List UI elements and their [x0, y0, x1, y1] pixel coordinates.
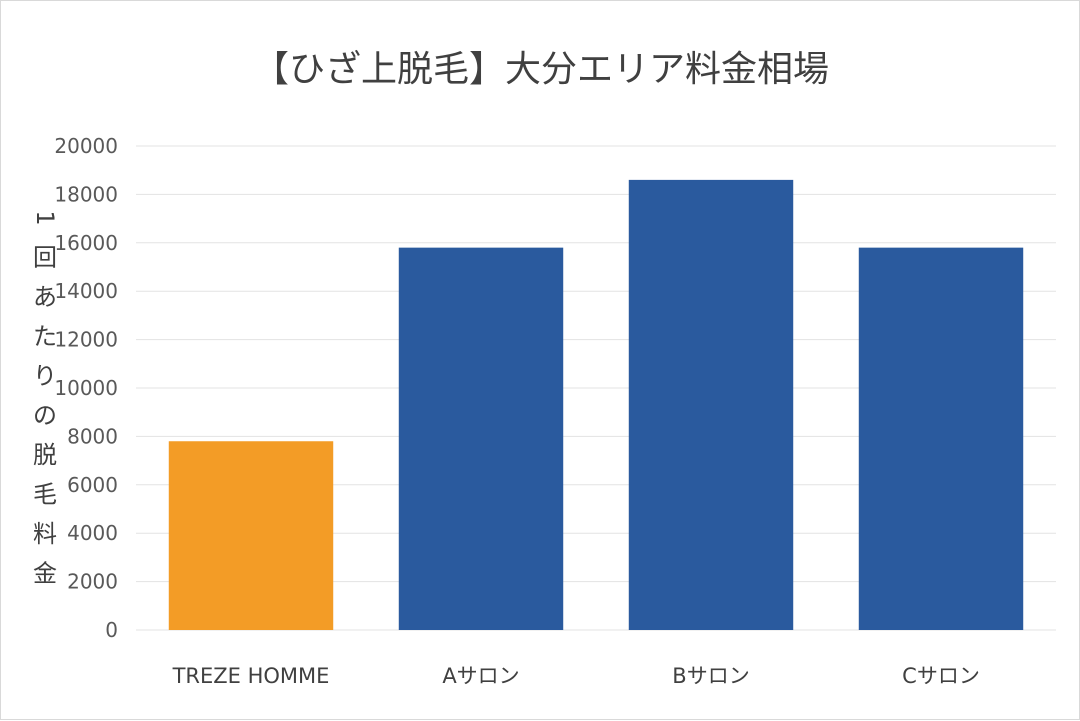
bar [168, 441, 334, 630]
y-tick-label: 2000 [67, 570, 118, 594]
y-axis-label-char: 金 [33, 560, 57, 588]
y-axis-label-char: り [33, 362, 57, 390]
y-axis-label-char: 回 [33, 244, 57, 272]
chart-title: 【ひざ上脱毛】大分エリア料金相場 [253, 49, 829, 90]
bar [398, 247, 564, 630]
y-tick-label: 0 [105, 618, 118, 642]
y-tick-label: 6000 [67, 473, 118, 497]
bars [168, 179, 1024, 630]
y-tick-label: 12000 [54, 328, 118, 352]
y-tick-label: 4000 [67, 521, 118, 545]
category-label: Bサロン [672, 664, 749, 688]
y-axis-label-char: た [33, 323, 57, 351]
category-label: Aサロン [442, 664, 519, 688]
x-axis-categories: TREZE HOMME Aサロン Bサロン Cサロン [172, 664, 980, 688]
bar [628, 179, 794, 630]
y-axis-label-char: 毛 [33, 481, 57, 509]
y-axis-ticks: 0 2000 4000 6000 8000 10000 12000 14000 16000 180… [54, 134, 118, 642]
y-axis-label-char: の [33, 402, 57, 430]
category-label: Cサロン [902, 664, 980, 688]
y-tick-label: 10000 [54, 376, 118, 400]
bar [858, 247, 1024, 630]
y-axis-label-char: 1 [31, 210, 59, 225]
y-tick-label: 20000 [54, 134, 118, 158]
y-tick-label: 8000 [67, 424, 118, 448]
y-axis-label-char: 脱 [33, 441, 57, 469]
y-axis-label-char: あ [33, 283, 57, 311]
y-axis-label-char: 料 [33, 520, 57, 548]
y-tick-label: 14000 [54, 279, 118, 303]
y-tick-label: 18000 [54, 182, 118, 206]
category-label: TREZE HOMME [172, 664, 330, 688]
y-tick-label: 16000 [54, 231, 118, 255]
